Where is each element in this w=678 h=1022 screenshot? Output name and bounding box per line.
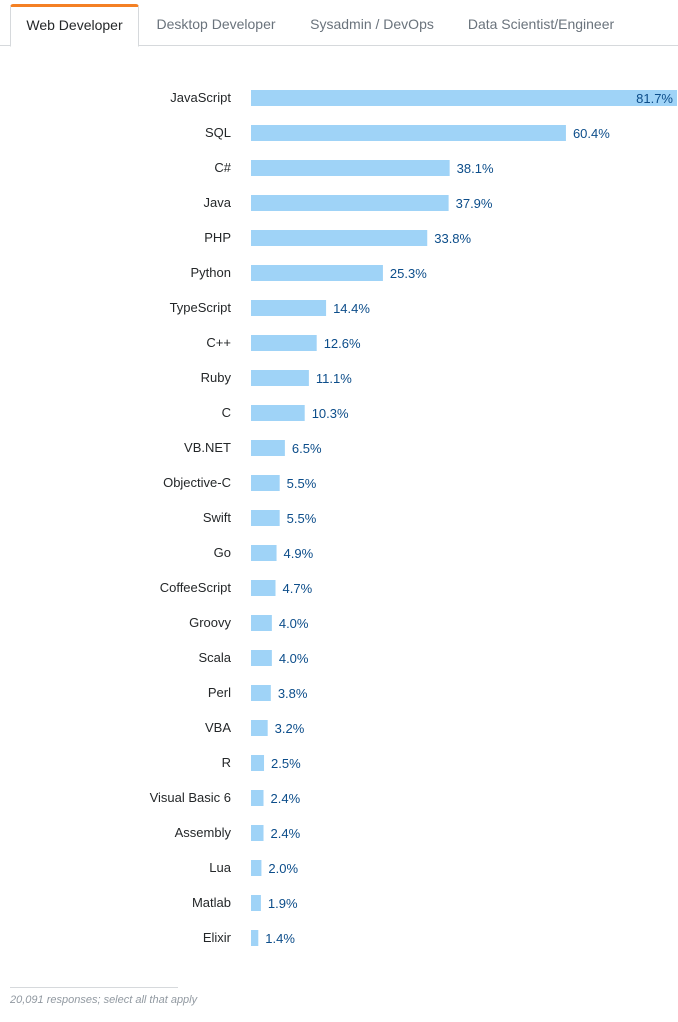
responses-footnote: 20,091 responses; select all that apply — [10, 994, 198, 1006]
bar-php[interactable] — [251, 230, 428, 246]
bar-vba[interactable] — [251, 720, 268, 736]
category-label-ruby: Ruby — [201, 370, 232, 385]
category-label-swift: Swift — [203, 510, 232, 525]
bar-typescript[interactable] — [251, 300, 327, 316]
bar-go[interactable] — [251, 545, 277, 561]
category-label-matlab: Matlab — [192, 895, 231, 910]
category-label-python: Python — [191, 265, 231, 280]
value-label-sql: 60.4% — [573, 126, 610, 141]
footer-divider — [10, 987, 178, 988]
value-label-groovy: 4.0% — [279, 616, 309, 631]
category-label-cplusplus: C++ — [206, 335, 231, 350]
category-label-vba: VBA — [205, 720, 231, 735]
bar-sql[interactable] — [251, 125, 566, 141]
bar-scala[interactable] — [251, 650, 272, 666]
category-label-csharp: C# — [214, 160, 231, 175]
value-label-java: 37.9% — [456, 196, 493, 211]
bar-javascript[interactable] — [251, 90, 677, 106]
value-label-typescript: 14.4% — [333, 301, 370, 316]
bar-vb-net[interactable] — [251, 440, 285, 456]
bar-cplusplus[interactable] — [251, 335, 317, 351]
value-label-python: 25.3% — [390, 266, 427, 281]
bar-swift[interactable] — [251, 510, 280, 526]
role-tabs: Web Developer Desktop Developer Sysadmin… — [0, 0, 678, 47]
category-label-perl: Perl — [208, 685, 231, 700]
language-bar-chart: JavaScript 81.7% SQL 60.4% C# 38.1% Java 37.9% P… — [150, 90, 677, 946]
bar-assembly[interactable] — [251, 825, 264, 841]
value-label-coffeescript: 4.7% — [283, 581, 313, 596]
value-label-objective-c: 5.5% — [287, 476, 317, 491]
bar-groovy[interactable] — [251, 615, 272, 631]
value-label-ruby: 11.1% — [316, 371, 352, 386]
bar-perl[interactable] — [251, 685, 271, 701]
bar-objective-c[interactable] — [251, 475, 280, 491]
value-label-c: 10.3% — [312, 406, 349, 421]
value-label-visual-basic-6: 2.4% — [271, 791, 301, 806]
category-label-scala: Scala — [198, 650, 231, 665]
category-label-sql: SQL — [205, 125, 231, 140]
category-label-java: Java — [204, 195, 232, 210]
bar-visual-basic-6[interactable] — [251, 790, 264, 806]
value-label-javascript: 81.7% — [636, 91, 673, 106]
bar-r[interactable] — [251, 755, 265, 771]
bar-csharp[interactable] — [251, 160, 450, 176]
value-label-scala: 4.0% — [279, 651, 309, 666]
category-label-elixir: Elixir — [203, 930, 232, 945]
category-label-c: C — [222, 405, 231, 420]
bar-c[interactable] — [251, 405, 305, 421]
bar-matlab[interactable] — [251, 895, 261, 911]
category-label-visual-basic-6: Visual Basic 6 — [150, 790, 231, 805]
value-label-perl: 3.8% — [278, 686, 308, 701]
bar-java[interactable] — [251, 195, 449, 211]
tab-sysadmin-devops[interactable]: Sysadmin / DevOps — [310, 16, 434, 32]
bar-python[interactable] — [251, 265, 383, 281]
category-label-lua: Lua — [209, 860, 231, 875]
value-label-vb-net: 6.5% — [292, 441, 322, 456]
category-label-objective-c: Objective-C — [163, 475, 231, 490]
value-label-vba: 3.2% — [275, 721, 305, 736]
value-label-lua: 2.0% — [268, 861, 298, 876]
tab-desktop-developer[interactable]: Desktop Developer — [156, 16, 276, 32]
category-label-r: R — [222, 755, 231, 770]
tab-data-scientist-engineer[interactable]: Data Scientist/Engineer — [467, 16, 615, 32]
category-label-javascript: JavaScript — [170, 90, 231, 105]
category-label-groovy: Groovy — [189, 615, 231, 630]
value-label-cplusplus: 12.6% — [324, 336, 361, 351]
category-label-php: PHP — [204, 230, 231, 245]
category-label-go: Go — [214, 545, 231, 560]
value-label-csharp: 38.1% — [457, 161, 494, 176]
category-label-coffeescript: CoffeeScript — [160, 580, 232, 595]
bar-lua[interactable] — [251, 860, 262, 876]
category-label-assembly: Assembly — [175, 825, 232, 840]
value-label-php: 33.8% — [434, 231, 471, 246]
bar-elixir[interactable] — [251, 930, 259, 946]
value-label-assembly: 2.4% — [271, 826, 301, 841]
bar-ruby[interactable] — [251, 370, 309, 386]
category-label-vb-net: VB.NET — [184, 440, 231, 455]
value-label-swift: 5.5% — [287, 511, 317, 526]
value-label-go: 4.9% — [284, 546, 314, 561]
bar-coffeescript[interactable] — [251, 580, 276, 596]
category-label-typescript: TypeScript — [170, 300, 232, 315]
value-label-matlab: 1.9% — [268, 896, 298, 911]
value-label-elixir: 1.4% — [265, 931, 295, 946]
tab-web-developer[interactable]: Web Developer — [10, 4, 139, 47]
value-label-r: 2.5% — [271, 756, 301, 771]
